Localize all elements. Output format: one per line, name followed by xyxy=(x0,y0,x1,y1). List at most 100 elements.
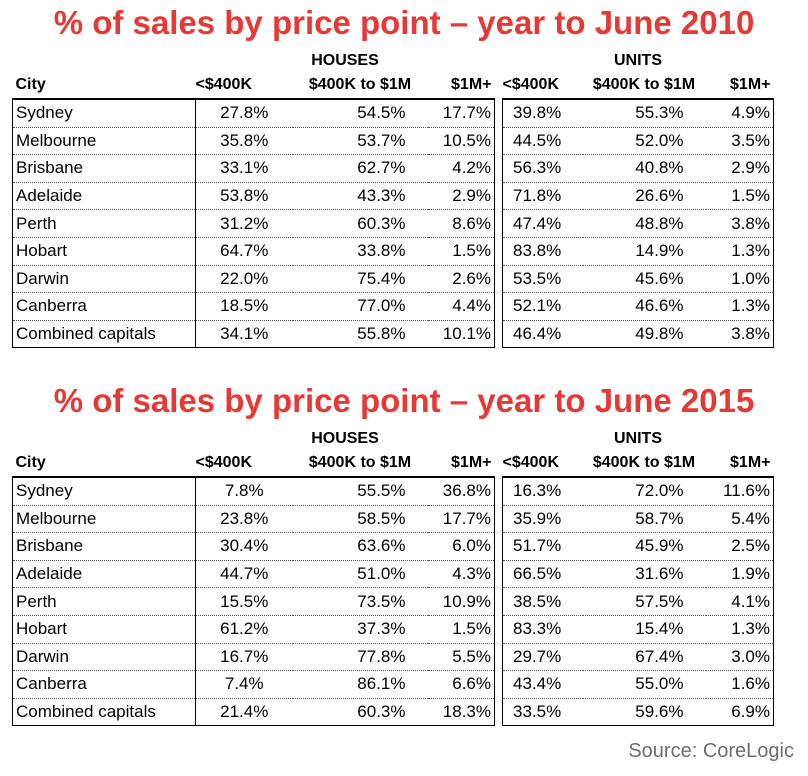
table-row: Combined capitals 21.4% 60.3% 18.3% 33.5% 59.… xyxy=(12,698,774,727)
cell-houses-1m-plus: 36.8% xyxy=(427,477,495,506)
cell-units-under-400k: 33.5% xyxy=(502,698,583,727)
cell-units-1m-plus: 5.4% xyxy=(705,505,774,534)
table-row: Hobart 61.2% 37.3% 1.5% 83.3% 15.4% 1.3% xyxy=(12,615,774,644)
cell-units-400k-1m: 59.6% xyxy=(582,698,706,727)
cell-houses-1m-plus: 17.7% xyxy=(427,99,495,128)
header-units-1m-plus: $1M+ xyxy=(705,450,774,478)
cell-units-400k-1m: 31.6% xyxy=(582,560,706,589)
table-row: Melbourne 35.8% 53.7% 10.5% 44.5% 52.0% 3.5% xyxy=(12,127,774,156)
cell-city: Combined capitals xyxy=(12,320,196,349)
cell-city: Perth xyxy=(12,209,196,238)
cell-units-1m-plus: 1.3% xyxy=(705,292,774,321)
cell-houses-under-400k: 16.7% xyxy=(195,643,293,672)
cell-units-1m-plus: 1.6% xyxy=(705,670,774,699)
cell-units-under-400k: 51.7% xyxy=(502,532,583,561)
table-row: Sydney 27.8% 54.5% 17.7% 39.8% 55.3% 4.9% xyxy=(12,99,774,128)
cell-units-400k-1m: 14.9% xyxy=(582,237,706,266)
houses-group-label: HOUSES xyxy=(311,52,379,69)
cell-units-under-400k: 39.8% xyxy=(502,99,583,128)
cell-units-1m-plus: 11.6% xyxy=(705,477,774,506)
cell-houses-400k-1m: 55.5% xyxy=(292,477,428,506)
cell-city: Melbourne xyxy=(12,127,196,156)
header-houses-under-400k: <$400K xyxy=(195,72,293,100)
cell-units-1m-plus: 6.9% xyxy=(705,698,774,727)
cell-units-under-400k: 53.5% xyxy=(502,265,583,294)
cell-units-1m-plus: 4.1% xyxy=(705,587,774,616)
cell-houses-400k-1m: 54.5% xyxy=(292,99,428,128)
cell-houses-400k-1m: 63.6% xyxy=(292,532,428,561)
cell-units-under-400k: 83.8% xyxy=(502,237,583,266)
cell-houses-400k-1m: 77.0% xyxy=(292,292,428,321)
header-houses-1m-plus: $1M+ xyxy=(427,450,495,478)
cell-houses-under-400k: 64.7% xyxy=(195,237,293,266)
cell-houses-400k-1m: 60.3% xyxy=(292,698,428,727)
cell-houses-1m-plus: 6.6% xyxy=(427,670,495,699)
cell-houses-1m-plus: 2.9% xyxy=(427,182,495,211)
cell-houses-1m-plus: 2.6% xyxy=(427,265,495,294)
cell-houses-1m-plus: 1.5% xyxy=(427,237,495,266)
cell-houses-400k-1m: 75.4% xyxy=(292,265,428,294)
cell-units-1m-plus: 2.5% xyxy=(705,532,774,561)
cell-city: Hobart xyxy=(12,615,196,644)
units-group-label: UNITS xyxy=(614,430,662,447)
cell-city: Combined capitals xyxy=(12,698,196,727)
cell-city: Brisbane xyxy=(12,154,196,183)
cell-houses-1m-plus: 1.5% xyxy=(427,615,495,644)
table-row: Adelaide 53.8% 43.3% 2.9% 71.8% 26.6% 1.5% xyxy=(12,182,774,211)
cell-units-under-400k: 52.1% xyxy=(502,292,583,321)
cell-units-under-400k: 47.4% xyxy=(502,209,583,238)
cell-houses-under-400k: 34.1% xyxy=(195,320,293,349)
cell-houses-under-400k: 31.2% xyxy=(195,209,293,238)
cell-city: Hobart xyxy=(12,237,196,266)
cell-units-under-400k: 44.5% xyxy=(502,127,583,156)
cell-units-400k-1m: 26.6% xyxy=(582,182,706,211)
cell-houses-400k-1m: 51.0% xyxy=(292,560,428,589)
cell-units-1m-plus: 1.3% xyxy=(705,615,774,644)
cell-units-400k-1m: 15.4% xyxy=(582,615,706,644)
cell-houses-400k-1m: 77.8% xyxy=(292,643,428,672)
cell-houses-1m-plus: 6.0% xyxy=(427,532,495,561)
cell-houses-under-400k: 61.2% xyxy=(195,615,293,644)
cell-houses-under-400k: 27.8% xyxy=(195,99,293,128)
cell-units-under-400k: 16.3% xyxy=(502,477,583,506)
header-city: City xyxy=(12,72,196,100)
cell-units-1m-plus: 3.8% xyxy=(705,320,774,349)
cell-units-400k-1m: 67.4% xyxy=(582,643,706,672)
cell-houses-under-400k: 33.1% xyxy=(195,154,293,183)
cell-houses-400k-1m: 60.3% xyxy=(292,209,428,238)
cell-city: Brisbane xyxy=(12,532,196,561)
header-city: City xyxy=(12,450,196,478)
sales-table-2010: HOUSES UNITS City <$400K $400K to $1M $1… xyxy=(12,50,774,349)
cell-units-under-400k: 71.8% xyxy=(502,182,583,211)
cell-city: Darwin xyxy=(12,643,196,672)
table-row: Perth 15.5% 73.5% 10.9% 38.5% 57.5% 4.1% xyxy=(12,587,774,616)
cell-houses-under-400k: 44.7% xyxy=(195,560,293,589)
source-note: Source: CoreLogic xyxy=(628,740,794,762)
cell-units-under-400k: 35.9% xyxy=(502,505,583,534)
cell-units-400k-1m: 52.0% xyxy=(582,127,706,156)
cell-houses-400k-1m: 43.3% xyxy=(292,182,428,211)
cell-units-400k-1m: 40.8% xyxy=(582,154,706,183)
table-row: Brisbane 33.1% 62.7% 4.2% 56.3% 40.8% 2.9% xyxy=(12,154,774,183)
cell-houses-under-400k: 7.8% xyxy=(195,477,293,506)
cell-houses-under-400k: 53.8% xyxy=(195,182,293,211)
header-units-under-400k: <$400K xyxy=(502,72,583,100)
table-row: Combined capitals 34.1% 55.8% 10.1% 46.4% 49.… xyxy=(12,320,774,349)
cell-houses-under-400k: 21.4% xyxy=(195,698,293,727)
cell-units-under-400k: 29.7% xyxy=(502,643,583,672)
cell-houses-under-400k: 30.4% xyxy=(195,532,293,561)
cell-units-under-400k: 66.5% xyxy=(502,560,583,589)
cell-units-1m-plus: 1.9% xyxy=(705,560,774,589)
cell-units-1m-plus: 3.0% xyxy=(705,643,774,672)
header-units-400k-1m: $400K to $1M xyxy=(582,72,706,100)
cell-city: Canberra xyxy=(12,670,196,699)
cell-units-under-400k: 46.4% xyxy=(502,320,583,349)
table-row: Canberra 7.4% 86.1% 6.6% 43.4% 55.0% 1.6% xyxy=(12,670,774,699)
table-title: % of sales by price point – year to June… xyxy=(53,382,755,419)
cell-houses-400k-1m: 33.8% xyxy=(292,237,428,266)
cell-city: Perth xyxy=(12,587,196,616)
cell-houses-400k-1m: 55.8% xyxy=(292,320,428,349)
table-title: % of sales by price point – year to June… xyxy=(53,4,755,41)
header-units-400k-1m: $400K to $1M xyxy=(582,450,706,478)
table-row: Melbourne 23.8% 58.5% 17.7% 35.9% 58.7% 5.4% xyxy=(12,505,774,534)
